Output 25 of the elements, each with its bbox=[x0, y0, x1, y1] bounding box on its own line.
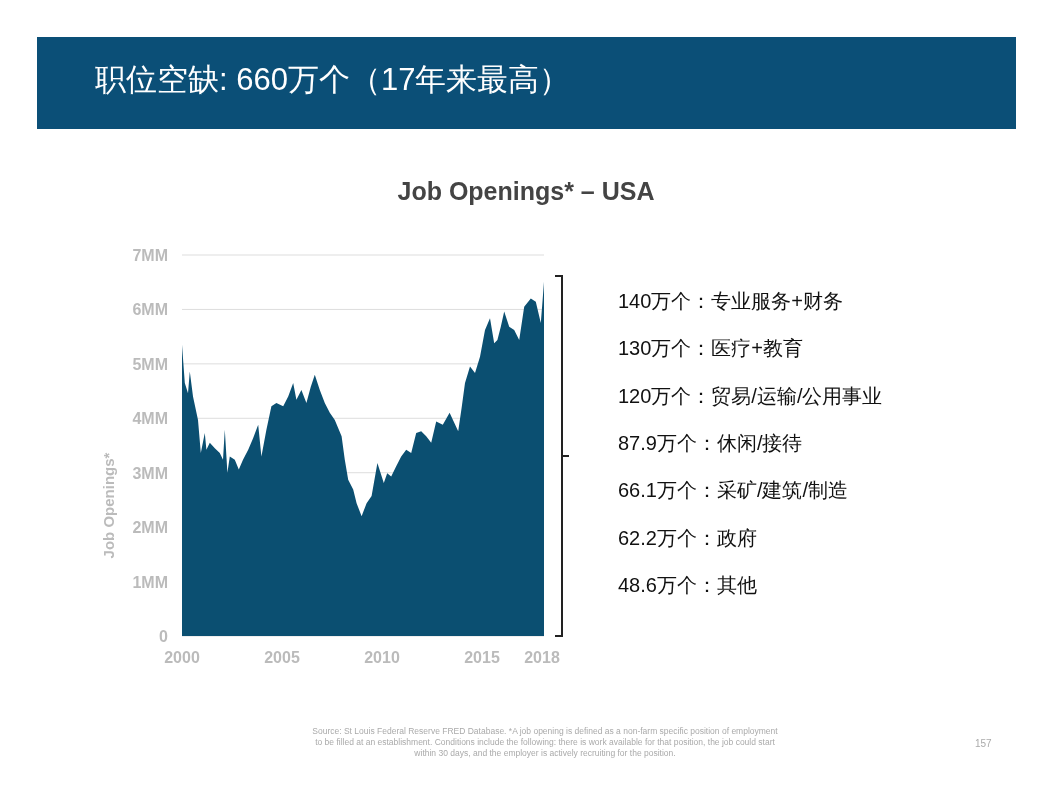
x-tick-label: 2018 bbox=[524, 649, 560, 666]
y-tick-label: 6MM bbox=[132, 301, 168, 319]
y-tick-label: 4MM bbox=[132, 410, 168, 428]
text: 62.2万个：政府 bbox=[618, 525, 757, 551]
text: 48.6万个：其他 bbox=[618, 572, 757, 598]
text: 140万个：专业服务+财务 bbox=[618, 289, 844, 314]
text: 120万个：贸易/运输/公用事业 bbox=[618, 383, 883, 409]
x-tick-label: 2005 bbox=[264, 649, 300, 666]
y-tick-label: 7MM bbox=[132, 247, 168, 264]
y-tick-label: 0 bbox=[159, 628, 169, 645]
text: 87.9万个：休闲/接待 bbox=[618, 430, 803, 456]
chart-subtitle: Job Openings* – USA bbox=[397, 177, 655, 205]
text: 157 bbox=[975, 738, 992, 749]
x-tick-label: 2000 bbox=[164, 649, 200, 666]
text: 66.1万个：采矿/建筑/制造 bbox=[618, 478, 849, 504]
source-note: Source: St Louis Federal Reserve FRED Database. *A job opening is defined as a non-farm specific position of employment to be filled at an establishment. Conditions include the following: there is work available for that position, the job could start within 30 days, and the employer is actively recruiting for the position. bbox=[312, 726, 778, 759]
chart-title: 职位空缺: 660万个（17年来最高） bbox=[95, 61, 571, 99]
y-tick-label: 5MM bbox=[132, 355, 168, 373]
y-tick-label: 1MM bbox=[132, 573, 168, 591]
y-tick-label: 3MM bbox=[132, 464, 168, 482]
y-tick-label: 2MM bbox=[132, 519, 168, 537]
y-axis-title: Job Openings* bbox=[100, 452, 117, 559]
text: 130万个：医疗+教育 bbox=[618, 336, 804, 362]
x-tick-label: 2015 bbox=[464, 649, 500, 666]
x-tick-label: 2010 bbox=[364, 649, 400, 666]
